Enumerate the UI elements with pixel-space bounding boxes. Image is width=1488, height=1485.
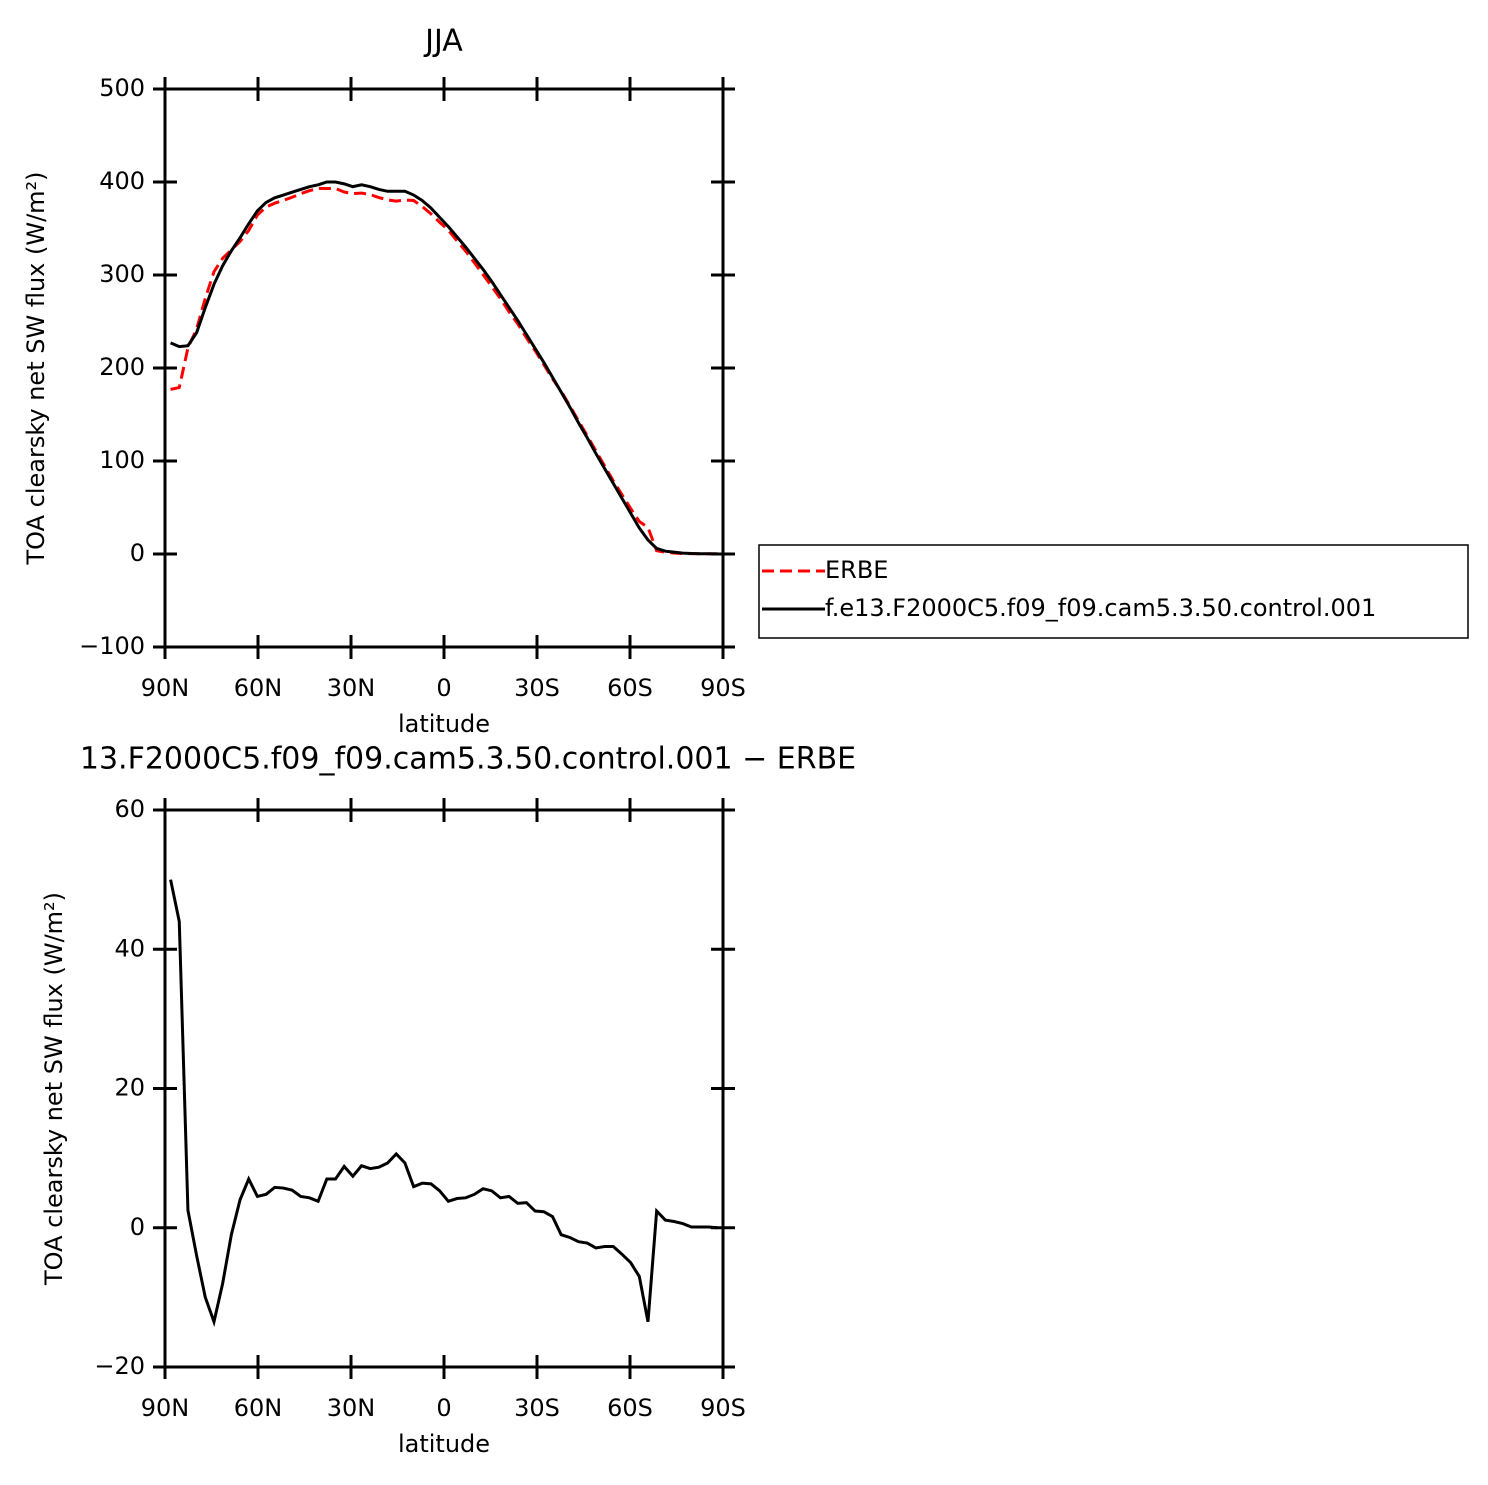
x-axis-label: latitude [398,1430,490,1458]
y-tick-label: 20 [114,1074,145,1102]
y-tick-label: −100 [79,632,145,660]
legend-box [758,544,1469,639]
y-tick-label: 300 [99,260,145,288]
x-tick-label: 60S [607,674,653,702]
y-axis-label: TOA clearsky net SW flux (W/m²) [22,171,50,565]
x-tick-label: 90S [700,1394,746,1422]
y-tick-label: −20 [94,1352,145,1380]
y-tick-label: 200 [99,353,145,381]
x-tick-label: 90N [141,1394,190,1422]
x-tick-label: 30N [327,1394,376,1422]
x-tick-label: 0 [436,674,451,702]
x-tick-label: 0 [436,1394,451,1422]
y-tick-label: 500 [99,74,145,102]
plot-frame [163,87,725,649]
y-tick-label: 0 [130,1213,145,1241]
x-tick-label: 30S [514,674,560,702]
data-line [169,180,718,556]
chart-title: JJA [423,24,463,59]
x-tick-label: 90S [700,674,746,702]
y-tick-label: 400 [99,167,145,195]
y-tick-label: 100 [99,446,145,474]
y-tick-label: 60 [114,795,145,823]
y-tick-label: 0 [130,539,145,567]
x-tick-label: 60S [607,1394,653,1422]
x-tick-label: 60N [234,674,283,702]
x-tick-label: 30N [327,674,376,702]
x-tick-label: 30S [514,1394,560,1422]
chart-title: 13.F2000C5.f09_f09.cam5.3.50.control.001… [80,742,856,777]
x-tick-label: 90N [141,674,190,702]
x-tick-label: 60N [234,1394,283,1422]
x-axis-label: latitude [398,710,490,738]
legend-label: ERBE [825,556,888,584]
data-line [170,186,718,556]
y-tick-label: 40 [114,934,145,962]
y-axis-label: TOA clearsky net SW flux (W/m²) [40,892,68,1286]
legend-label: f.e13.F2000C5.f09_f09.cam5.3.50.control.… [825,594,1376,622]
data-line [169,879,718,1328]
